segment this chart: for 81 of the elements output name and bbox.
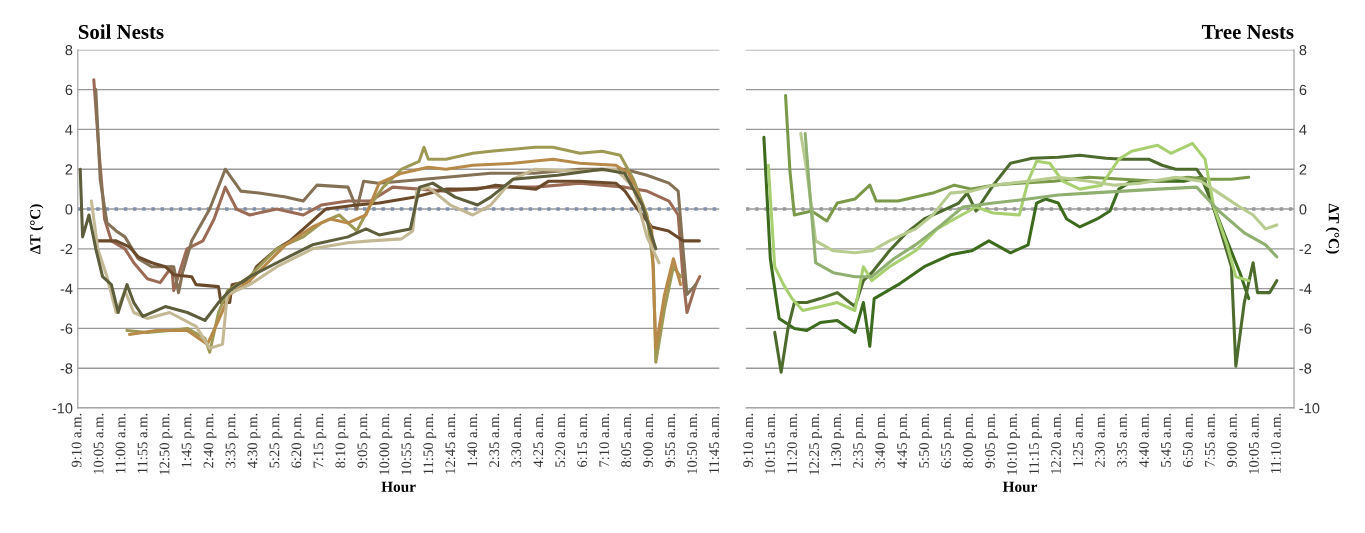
y-tick-label: 6 bbox=[1299, 84, 1307, 96]
x-tick-label: 7:15 p.m. bbox=[313, 413, 327, 468]
y-tick-label: -8 bbox=[1299, 363, 1312, 374]
x-tick-label: 2:30 a.m. bbox=[1095, 413, 1105, 467]
x-tick-label: 10:15 a.m. bbox=[765, 413, 776, 474]
x-tick-label: 4:30 p.m. bbox=[247, 413, 261, 469]
y-tick-label: 0 bbox=[65, 204, 73, 215]
x-tick-label: 10:50 a.m. bbox=[687, 413, 698, 474]
y-axis-title: ΔT (°C) bbox=[29, 204, 44, 255]
x-tick-label: 3:35 a.m. bbox=[1117, 413, 1127, 467]
x-tick-label: 3:35 p.m. bbox=[225, 413, 239, 468]
x-tick-label: 2:35 a.m. bbox=[489, 413, 500, 467]
x-tick-label: 9:05 p.m. bbox=[357, 413, 371, 468]
x-tick-label: 4:40 a.m. bbox=[1138, 413, 1149, 468]
x-tick-label: 5:45 a.m. bbox=[1161, 413, 1171, 467]
x-tick-label: 10:05 a.m. bbox=[1248, 413, 1259, 474]
x-tick-label: 12:20 a.m. bbox=[1051, 413, 1061, 474]
chart-title: Soil Nests bbox=[78, 24, 164, 39]
x-tick-label: 6:15 a.m. bbox=[577, 413, 588, 467]
y-tick-label: -10 bbox=[1299, 403, 1320, 414]
x-tick-label: 9:00 a.m. bbox=[643, 413, 654, 468]
x-tick-label: 8:10 p.m. bbox=[335, 413, 349, 468]
x-tick-label: 7:55 a.m. bbox=[1205, 413, 1215, 467]
y-tick-label: 0 bbox=[1299, 204, 1307, 215]
y-tick-label: -2 bbox=[60, 243, 73, 255]
x-tick-label: 11:20 a.m. bbox=[787, 413, 798, 474]
x-tick-label: 1:30 p.m. bbox=[831, 413, 844, 468]
y-tick-label: -8 bbox=[60, 363, 73, 374]
x-tick-label: 1:40 a.m. bbox=[467, 413, 478, 467]
y-tick-label: -10 bbox=[52, 403, 73, 414]
y-tick-label: 6 bbox=[65, 84, 73, 96]
y-tick-label: 2 bbox=[1299, 164, 1307, 175]
y-tick-label: -4 bbox=[60, 283, 73, 294]
x-tick-label: 8:00 p.m. bbox=[963, 413, 976, 468]
x-tick-label: 11:15 p.m. bbox=[1029, 413, 1042, 474]
x-tick-label: 5:50 p.m. bbox=[919, 413, 932, 468]
x-tick-label: 7:10 a.m. bbox=[599, 413, 610, 467]
y-tick-label: 4 bbox=[1299, 124, 1307, 135]
x-tick-label: 12:25 p.m. bbox=[809, 413, 822, 475]
x-axis-title: Hour bbox=[1002, 481, 1038, 493]
x-tick-label: 1:45 p.m. bbox=[181, 413, 195, 468]
y-tick-label: 4 bbox=[65, 124, 73, 135]
x-tick-label: 9:10 a.m. bbox=[743, 413, 754, 468]
x-tick-label: 1:25 a.m. bbox=[1073, 413, 1083, 467]
x-tick-label: 9:05 p.m. bbox=[985, 413, 998, 468]
x-tick-label: 4:45 p.m. bbox=[897, 413, 910, 469]
y-tick-label: 8 bbox=[1299, 44, 1307, 56]
x-tick-label: 10:05 a.m. bbox=[93, 413, 104, 474]
y-tick-label: -2 bbox=[1299, 243, 1312, 255]
x-tick-label: 11:10 a.m. bbox=[1270, 413, 1281, 474]
x-tick-label: 6:55 p.m. bbox=[941, 413, 954, 468]
x-tick-label: 4:25 a.m. bbox=[533, 413, 544, 468]
x-tick-label: 9:55 a.m. bbox=[665, 413, 676, 468]
x-tick-label: 5:20 a.m. bbox=[555, 413, 566, 467]
x-tick-label: 10:10 p.m. bbox=[1007, 413, 1020, 475]
x-tick-label: 12:45 a.m. bbox=[445, 413, 456, 474]
x-tick-label: 11:55 a.m. bbox=[137, 413, 148, 474]
x-tick-label: 10:00 p.m. bbox=[379, 413, 393, 475]
y-tick-label: 8 bbox=[65, 44, 73, 56]
x-tick-label: 3:30 a.m. bbox=[511, 413, 522, 467]
x-tick-label: 9:10 a.m. bbox=[71, 413, 82, 468]
x-axis-title: Hour bbox=[381, 481, 416, 493]
x-tick-label: 2:40 p.m. bbox=[203, 413, 217, 468]
y-axis-title: ΔT (°C) bbox=[1325, 203, 1340, 254]
y-tick-label: 2 bbox=[65, 164, 73, 175]
chart-title: Tree Nests bbox=[1201, 25, 1294, 39]
x-tick-label: 11:45 a.m. bbox=[709, 413, 720, 474]
y-tick-label: -4 bbox=[1299, 283, 1312, 294]
x-tick-label: 3:40 p.m. bbox=[875, 413, 888, 468]
x-tick-label: 6:20 p.m. bbox=[291, 413, 305, 468]
x-tick-label: 12:50 p.m. bbox=[159, 413, 173, 475]
x-tick-label: 5:25 p.m. bbox=[269, 413, 283, 468]
y-tick-label: -6 bbox=[1299, 323, 1312, 334]
x-tick-label: 11:00 a.m. bbox=[115, 413, 126, 474]
y-tick-label: -6 bbox=[60, 323, 73, 334]
x-tick-label: 11:50 p.m. bbox=[423, 413, 437, 474]
x-tick-label: 8:05 a.m. bbox=[621, 413, 632, 467]
x-tick-label: 9:00 a.m. bbox=[1226, 413, 1237, 468]
x-tick-label: 6:50 a.m. bbox=[1182, 413, 1193, 467]
x-tick-label: 2:35 p.m. bbox=[853, 413, 866, 468]
x-tick-label: 10:55 p.m. bbox=[401, 413, 415, 475]
